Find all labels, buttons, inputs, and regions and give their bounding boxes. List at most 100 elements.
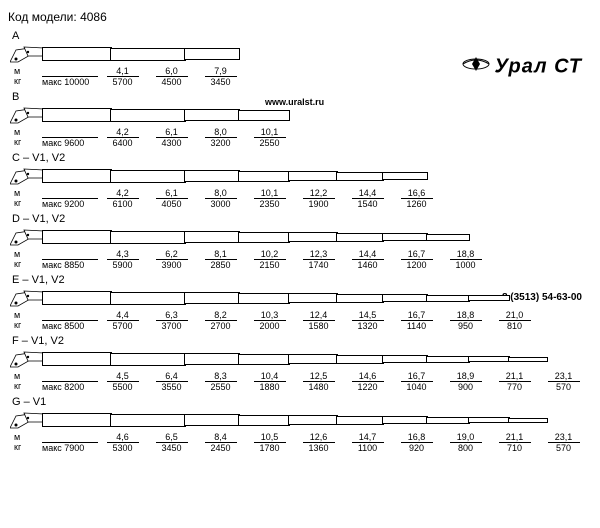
- reach-load-pair: 8,12850: [196, 249, 245, 270]
- reach-load-pair: 10,41880: [245, 371, 294, 392]
- boom-diagram: [10, 105, 592, 127]
- reach-load-pair: 18,8950: [441, 310, 490, 331]
- load-value: 1000: [441, 260, 490, 270]
- unit-kg: кг: [14, 320, 42, 330]
- reach-load-pair: 14,61220: [343, 371, 392, 392]
- max-top-blank: [42, 127, 98, 138]
- boom-segment: [184, 353, 240, 365]
- boom-segment: [110, 231, 186, 244]
- reach-value: 14,7: [352, 432, 384, 443]
- reach-load-pair: 4,45700: [98, 310, 147, 331]
- variant-label: D – V1, V2: [8, 213, 592, 225]
- boom-segment: [184, 231, 240, 243]
- boom-segment: [184, 292, 240, 304]
- boom-segment: [382, 233, 428, 241]
- reach-value: 14,6: [352, 371, 384, 382]
- reach-value: 8,4: [205, 432, 237, 443]
- reach-load-pair: 18,81000: [441, 249, 490, 270]
- reach-value: 16,6: [401, 188, 433, 199]
- reach-load-pair: 6,14300: [147, 127, 196, 148]
- boom-segment: [184, 170, 240, 182]
- reach-value: 18,8: [450, 310, 482, 321]
- reach-value: 21,0: [499, 310, 531, 321]
- max-top-blank: [42, 66, 98, 77]
- reach-value: 8,0: [205, 127, 237, 138]
- boom-segment: [238, 171, 290, 182]
- unit-kg: кг: [14, 381, 42, 391]
- unit-m: м: [14, 310, 42, 320]
- boom-diagram: [10, 410, 592, 432]
- reach-value: 4,2: [107, 127, 139, 138]
- boom-segment: [42, 352, 112, 366]
- unit-m: м: [14, 432, 42, 442]
- reach-load-pair: 10,12550: [245, 127, 294, 148]
- reach-load-pair: 6,33700: [147, 310, 196, 331]
- variant-block: C – V1, V2 мкг макс 92004,261006,140508,…: [8, 152, 592, 209]
- reach-value: 4,4: [107, 310, 139, 321]
- units-col: мкг: [14, 432, 42, 452]
- load-value: 1460: [343, 260, 392, 270]
- max-value: макс 8500: [42, 321, 84, 331]
- reach-value: 4,3: [107, 249, 139, 260]
- boom-segment: [184, 109, 240, 121]
- unit-kg: кг: [14, 198, 42, 208]
- reach-load-pair: 23,1570: [539, 432, 588, 453]
- reach-load-pair: 12,31740: [294, 249, 343, 270]
- max-capacity-col: макс 9200: [42, 188, 98, 209]
- reach-load-pair: 14,41460: [343, 249, 392, 270]
- reach-load-pair: 16,8920: [392, 432, 441, 453]
- reach-load-pair: 12,51480: [294, 371, 343, 392]
- reach-value: 10,2: [254, 249, 286, 260]
- reach-load-pairs: 4,653006,534508,4245010,5178012,6136014,…: [98, 432, 588, 453]
- reach-load-pair: 8,32550: [196, 371, 245, 392]
- reach-load-pair: 10,22150: [245, 249, 294, 270]
- reach-value: 16,7: [401, 310, 433, 321]
- reach-load-pair: 8,42450: [196, 432, 245, 453]
- reach-value: 16,8: [401, 432, 433, 443]
- reach-value: 12,5: [303, 371, 335, 382]
- reach-load-pair: 6,14050: [147, 188, 196, 209]
- knuckle-icon: [10, 412, 46, 433]
- load-value: 4050: [147, 199, 196, 209]
- reach-value: 4,1: [107, 66, 139, 77]
- boom-diagram: [10, 349, 592, 371]
- load-value: 2550: [196, 382, 245, 392]
- reach-value: 6,1: [156, 127, 188, 138]
- boom-segment: [184, 48, 240, 60]
- capacity-row: мкг макс 82004,555006,435508,3255010,418…: [14, 371, 592, 392]
- boom-segment: [382, 416, 428, 424]
- max-top-blank: [42, 310, 98, 321]
- units-col: мкг: [14, 66, 42, 86]
- boom-segment: [508, 418, 548, 423]
- reach-load-pair: 6,53450: [147, 432, 196, 453]
- knuckle-icon: [10, 46, 46, 67]
- knuckle-icon: [10, 351, 46, 372]
- reach-value: 12,6: [303, 432, 335, 443]
- reach-value: 18,9: [450, 371, 482, 382]
- boom-segment: [336, 172, 384, 181]
- load-value: 5900: [98, 260, 147, 270]
- max-top-blank: [42, 432, 98, 443]
- reach-load-pair: 10,12350: [245, 188, 294, 209]
- boom-segment: [508, 357, 548, 362]
- reach-value: 19,0: [450, 432, 482, 443]
- variant-block: G – V1 мкг макс 79004,653006,534508,4245…: [8, 396, 592, 453]
- unit-m: м: [14, 371, 42, 381]
- load-value: 2350: [245, 199, 294, 209]
- variant-label: A: [8, 30, 592, 42]
- load-value: 1580: [294, 321, 343, 331]
- reach-value: 10,1: [254, 127, 286, 138]
- load-value: 1480: [294, 382, 343, 392]
- boom-segment: [288, 171, 338, 181]
- load-value: 710: [490, 443, 539, 453]
- load-value: 2550: [245, 138, 294, 148]
- reach-load-pair: 4,15700: [98, 66, 147, 87]
- load-value: 770: [490, 382, 539, 392]
- knuckle-icon: [10, 168, 46, 189]
- reach-load-pair: 14,71100: [343, 432, 392, 453]
- load-value: 2000: [245, 321, 294, 331]
- reach-load-pair: 16,61260: [392, 188, 441, 209]
- boom-segment: [42, 108, 112, 122]
- load-value: 3450: [196, 77, 245, 87]
- units-col: мкг: [14, 310, 42, 330]
